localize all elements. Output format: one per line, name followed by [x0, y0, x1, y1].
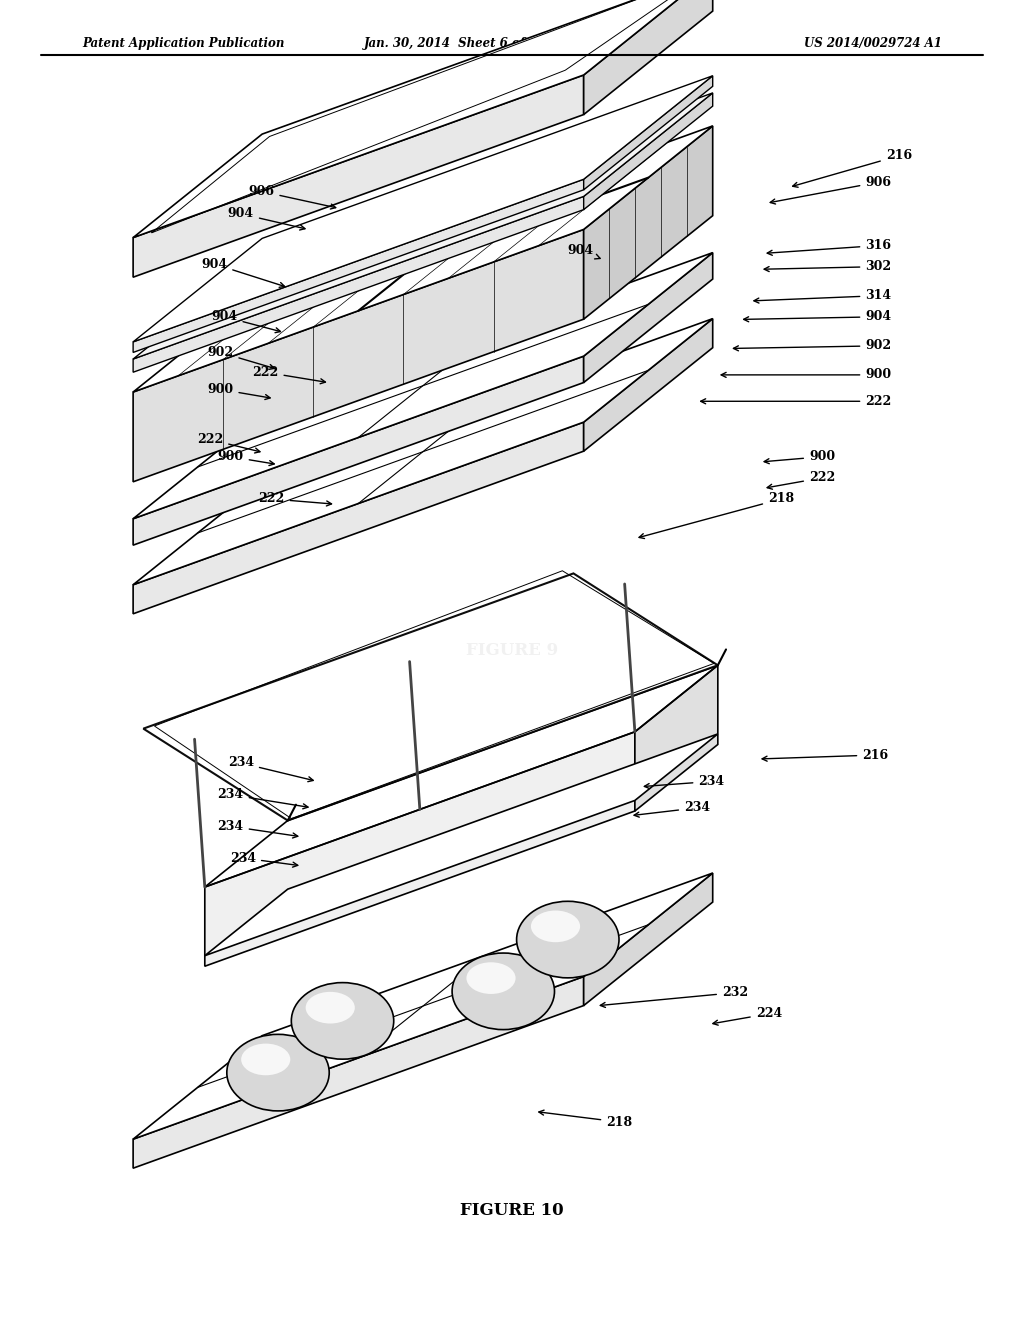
Polygon shape — [133, 318, 713, 585]
Polygon shape — [133, 873, 713, 1139]
Text: 900: 900 — [207, 383, 270, 400]
Text: 906: 906 — [770, 176, 891, 205]
Polygon shape — [584, 318, 713, 451]
Text: 900: 900 — [217, 450, 274, 466]
Polygon shape — [133, 75, 584, 277]
Polygon shape — [133, 356, 584, 545]
Ellipse shape — [292, 982, 393, 1059]
Ellipse shape — [530, 911, 580, 942]
Polygon shape — [133, 125, 713, 392]
Polygon shape — [584, 252, 713, 383]
Ellipse shape — [305, 991, 355, 1023]
Text: 234: 234 — [217, 820, 298, 838]
Ellipse shape — [467, 962, 516, 994]
Text: 234: 234 — [217, 788, 308, 809]
Text: 222: 222 — [767, 471, 836, 490]
Ellipse shape — [227, 1035, 330, 1111]
Polygon shape — [133, 75, 713, 342]
Text: 234: 234 — [227, 756, 313, 781]
Polygon shape — [205, 731, 635, 966]
Text: 232: 232 — [600, 986, 749, 1007]
Text: 218: 218 — [539, 1110, 633, 1129]
Polygon shape — [133, 230, 584, 482]
Text: 222: 222 — [252, 366, 326, 384]
Polygon shape — [584, 0, 713, 115]
Text: 216: 216 — [762, 748, 889, 762]
Text: 900: 900 — [764, 450, 836, 463]
Text: 316: 316 — [767, 239, 891, 255]
Polygon shape — [143, 573, 718, 821]
Text: FIGURE 10: FIGURE 10 — [460, 1203, 564, 1218]
Polygon shape — [133, 197, 584, 372]
Ellipse shape — [453, 953, 555, 1030]
Text: 314: 314 — [754, 289, 892, 304]
Polygon shape — [133, 0, 713, 238]
Polygon shape — [584, 75, 713, 190]
Text: FIGURE 9: FIGURE 9 — [466, 643, 558, 659]
Ellipse shape — [242, 1044, 291, 1076]
Text: 234: 234 — [229, 851, 298, 867]
Polygon shape — [205, 734, 718, 956]
Polygon shape — [584, 92, 713, 210]
Text: 216: 216 — [793, 149, 912, 187]
Ellipse shape — [516, 902, 618, 978]
Text: 302: 302 — [764, 260, 892, 273]
Text: 900: 900 — [721, 368, 892, 381]
Text: 222: 222 — [197, 433, 260, 453]
Polygon shape — [133, 252, 713, 519]
Text: 904: 904 — [211, 310, 281, 333]
Polygon shape — [133, 977, 584, 1168]
Polygon shape — [635, 665, 718, 810]
Polygon shape — [133, 180, 584, 352]
Polygon shape — [133, 422, 584, 614]
Text: 222: 222 — [258, 492, 332, 506]
Text: 224: 224 — [713, 1007, 782, 1026]
Text: 902: 902 — [733, 339, 892, 352]
Polygon shape — [584, 873, 713, 1006]
Text: 906: 906 — [249, 185, 336, 209]
Polygon shape — [584, 125, 713, 319]
Polygon shape — [133, 92, 713, 359]
Text: 904: 904 — [201, 257, 285, 288]
Text: 904: 904 — [743, 310, 892, 323]
Text: 904: 904 — [567, 244, 600, 259]
Text: US 2014/0029724 A1: US 2014/0029724 A1 — [804, 37, 942, 50]
Text: 902: 902 — [207, 346, 274, 370]
Text: 218: 218 — [639, 492, 795, 539]
Text: Patent Application Publication: Patent Application Publication — [82, 37, 285, 50]
Text: 234: 234 — [634, 801, 711, 817]
Text: 234: 234 — [644, 775, 725, 788]
Text: Jan. 30, 2014  Sheet 6 of 7: Jan. 30, 2014 Sheet 6 of 7 — [364, 37, 538, 50]
Text: 222: 222 — [700, 395, 892, 408]
Text: 904: 904 — [227, 207, 305, 230]
